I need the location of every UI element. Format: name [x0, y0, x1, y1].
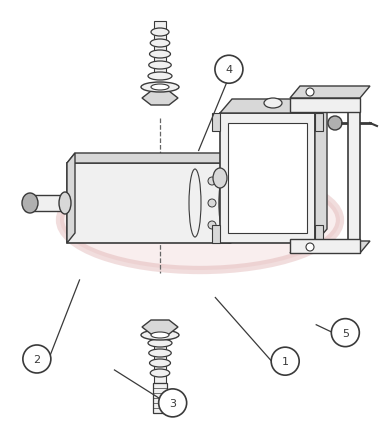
Ellipse shape: [264, 99, 282, 109]
Circle shape: [208, 200, 216, 208]
Bar: [154, 343, 166, 383]
Ellipse shape: [60, 171, 340, 270]
Ellipse shape: [151, 85, 169, 91]
Polygon shape: [67, 154, 238, 164]
Circle shape: [23, 345, 51, 373]
Polygon shape: [315, 100, 327, 244]
Ellipse shape: [149, 51, 170, 59]
Text: EQUIPMENT: EQUIPMENT: [161, 206, 239, 219]
Bar: [315, 226, 323, 244]
Bar: [220, 114, 315, 244]
Ellipse shape: [149, 62, 171, 70]
Ellipse shape: [22, 194, 38, 213]
Bar: [228, 124, 307, 233]
Ellipse shape: [141, 83, 179, 93]
Bar: [315, 114, 323, 132]
Ellipse shape: [151, 29, 169, 37]
Polygon shape: [220, 100, 327, 114]
Text: 4: 4: [225, 65, 232, 75]
Polygon shape: [67, 164, 230, 244]
Polygon shape: [67, 154, 75, 244]
Polygon shape: [142, 320, 178, 334]
Ellipse shape: [149, 359, 170, 367]
Bar: [290, 240, 360, 254]
Bar: [212, 114, 220, 132]
Text: 1: 1: [282, 357, 289, 366]
Text: 5: 5: [342, 328, 349, 338]
Circle shape: [208, 177, 216, 186]
Ellipse shape: [59, 193, 71, 215]
Ellipse shape: [148, 339, 172, 347]
Ellipse shape: [149, 349, 171, 357]
Text: 2: 2: [33, 354, 40, 364]
Circle shape: [306, 89, 314, 97]
Bar: [155, 59, 165, 62]
Ellipse shape: [150, 369, 170, 377]
Circle shape: [331, 319, 359, 347]
Ellipse shape: [219, 164, 241, 244]
Bar: [155, 37, 165, 40]
Text: 3: 3: [169, 398, 176, 408]
Bar: [348, 99, 360, 254]
Circle shape: [215, 56, 243, 84]
Polygon shape: [142, 92, 178, 106]
Circle shape: [208, 222, 216, 230]
Ellipse shape: [141, 330, 179, 340]
Bar: [155, 48, 165, 51]
Bar: [225, 169, 280, 238]
Circle shape: [306, 244, 314, 251]
Bar: [153, 383, 167, 413]
Text: SPECIALISTS: SPECIALISTS: [165, 223, 235, 233]
Polygon shape: [280, 159, 288, 238]
Circle shape: [159, 389, 187, 417]
Polygon shape: [290, 87, 370, 99]
Bar: [25, 195, 65, 212]
Polygon shape: [225, 159, 288, 169]
Bar: [212, 226, 220, 244]
Bar: [290, 99, 360, 113]
Ellipse shape: [213, 169, 227, 189]
Polygon shape: [290, 241, 370, 254]
Circle shape: [279, 219, 289, 229]
Ellipse shape: [150, 40, 170, 48]
Bar: [154, 22, 166, 77]
Ellipse shape: [151, 332, 169, 338]
Bar: [155, 70, 165, 73]
Circle shape: [271, 347, 299, 375]
Ellipse shape: [148, 73, 172, 81]
Circle shape: [328, 117, 342, 131]
Circle shape: [279, 198, 289, 208]
